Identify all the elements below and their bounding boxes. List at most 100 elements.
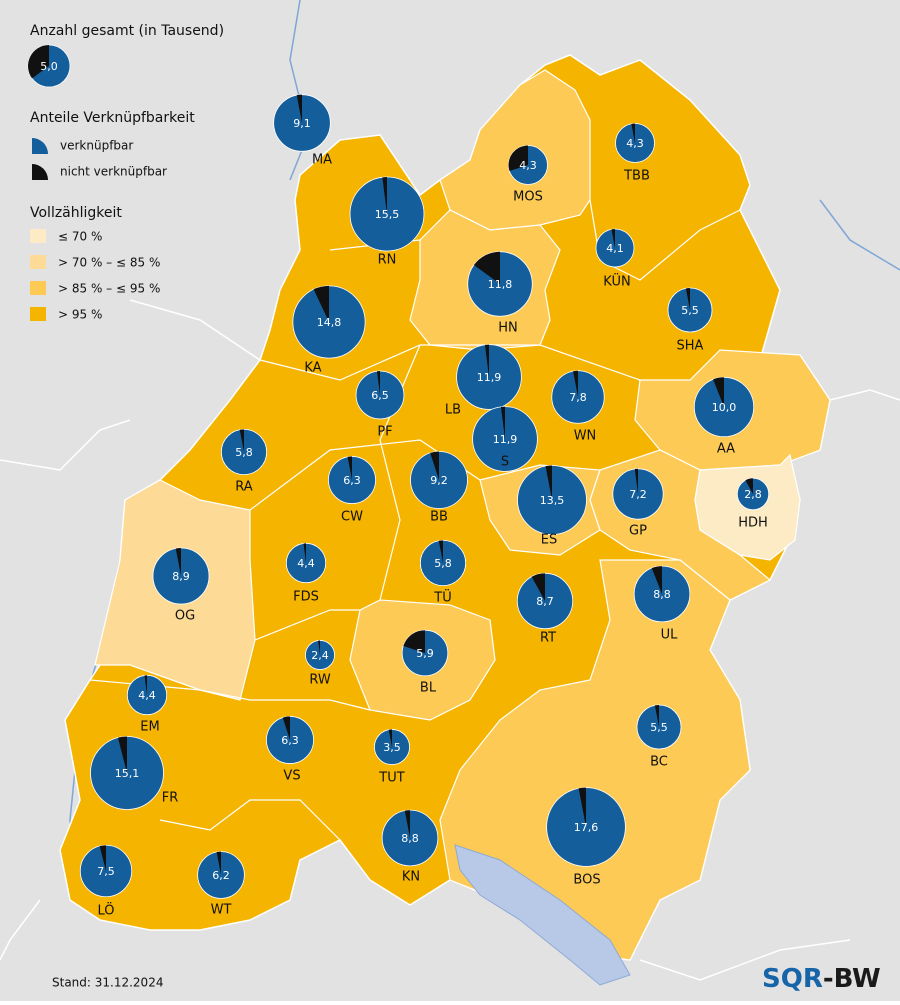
pie-wedge [545, 465, 552, 500]
district-label: FR [162, 791, 179, 806]
district-label: EM [140, 720, 159, 735]
pie-wedge [685, 287, 690, 310]
value-label: 8,7 [536, 595, 554, 608]
district-pie: 9,1 MA [273, 94, 332, 168]
value-label: 15,5 [375, 208, 400, 221]
pie-wedge [313, 285, 329, 322]
district-label: OG [175, 609, 195, 624]
pie-wedge [611, 228, 615, 248]
district-label: HDH [738, 516, 768, 531]
district-pie: 7,2 GP [612, 468, 664, 539]
district-pie: 7,8 WN [551, 370, 605, 444]
river [819, 199, 900, 271]
pie-wedge [651, 566, 662, 594]
district-pie: 5,5 SHA [667, 287, 713, 354]
value-label: 9,1 [293, 117, 311, 130]
district-label: KA [304, 361, 321, 376]
pie-wedge [303, 543, 306, 563]
legend-swatch [32, 138, 48, 154]
value-label: 11,8 [488, 278, 513, 291]
pies: 9,1MA15,5RN4,3MOS4,3TBB4,1KÜN11,8HN5,5SH… [79, 94, 770, 919]
legend-label: ≤ 70 % [58, 230, 102, 244]
district-label: PF [377, 425, 392, 440]
district-label: RA [235, 480, 253, 495]
pie-wedge [388, 729, 392, 747]
pie-wedge [318, 640, 320, 655]
district-pie: 5,8 TÜ [419, 539, 467, 606]
value-label: 14,8 [317, 316, 342, 329]
pie-wedge [382, 177, 387, 214]
district-pie: 13,5 ES [517, 465, 587, 548]
district-pie: 4,4 EM [126, 674, 168, 735]
legend-value: 5,0 [40, 60, 58, 73]
district-pie: 4,1 KÜN [595, 228, 635, 290]
district-label: RN [378, 253, 397, 268]
legend-label: verknüpfbar [60, 139, 133, 153]
pie-wedge [745, 478, 753, 494]
value-label: 5,8 [235, 446, 253, 459]
value-label: 4,4 [138, 689, 156, 702]
pie-wedge [438, 540, 443, 563]
pie-wedge [403, 630, 425, 653]
pie-wedge [27, 45, 49, 79]
pie-wedge [117, 736, 127, 773]
value-label: 6,3 [343, 474, 361, 487]
pie-wedge [531, 573, 545, 601]
neighbor-borders [0, 299, 900, 981]
district-pie: 6,5 PF [355, 370, 405, 440]
border-line [0, 899, 41, 961]
legend-swatch [32, 164, 48, 180]
value-label: 4,3 [626, 137, 644, 150]
border-line [589, 199, 741, 281]
district-label: WT [211, 903, 232, 918]
value-label: 7,5 [97, 865, 115, 878]
district-label: LÖ [97, 902, 114, 919]
district-label: TUT [378, 771, 404, 786]
pie-wedge [282, 716, 290, 740]
value-label: 6,5 [371, 389, 389, 402]
district-label: BB [430, 510, 448, 525]
pie-wedge [508, 145, 528, 172]
value-label: 9,2 [430, 474, 448, 487]
border-line [639, 939, 851, 981]
legend-title: Anzahl gesamt (in Tausend) [30, 23, 224, 39]
district-label: KÜN [603, 273, 630, 290]
district-label: TBB [623, 169, 650, 184]
pie-wedge [144, 675, 147, 695]
pie-wedge [216, 851, 221, 875]
district-label: ES [541, 533, 557, 548]
value-label: 8,9 [172, 570, 190, 583]
value-label: 13,5 [540, 494, 565, 507]
pie-wedge [654, 704, 659, 727]
pie-wedge [573, 370, 578, 397]
value-label: 5,9 [416, 647, 434, 660]
district-pie: 6,3 CW [328, 456, 376, 525]
legend-label: > 70 % – ≤ 85 % [58, 256, 160, 270]
value-label: 15,1 [115, 767, 140, 780]
district-pie: 8,9 OG [152, 547, 210, 624]
district-pie: 15,5 RN [349, 176, 425, 268]
district-label: MA [312, 153, 332, 168]
district-label: TÜ [433, 589, 451, 606]
district-pie: 11,8 HN [467, 251, 533, 336]
district-label: RT [540, 631, 556, 646]
pie-wedge [430, 451, 439, 480]
district-label: HN [498, 321, 518, 336]
district-label: RW [309, 673, 331, 688]
pie-wedge [99, 845, 106, 871]
pie-wedge [634, 468, 638, 494]
district-label: BOS [573, 873, 600, 888]
border-line [159, 799, 341, 841]
value-label: 11,9 [477, 371, 502, 384]
district-pie: 2,8 HDH [736, 477, 770, 531]
district-pie: 6,2 WT [197, 851, 245, 918]
pie-wedge [404, 810, 410, 838]
value-label: 5,8 [434, 557, 452, 570]
district-pie: 7,5 LÖ [79, 844, 133, 919]
district-label: BC [650, 755, 668, 770]
district-pie: 2,4 RW [305, 640, 335, 688]
district-label: VS [283, 769, 300, 784]
border-line [829, 389, 900, 401]
district-pie: 8,8 UL [633, 565, 691, 643]
district-pie: 15,1 FR [90, 736, 179, 810]
